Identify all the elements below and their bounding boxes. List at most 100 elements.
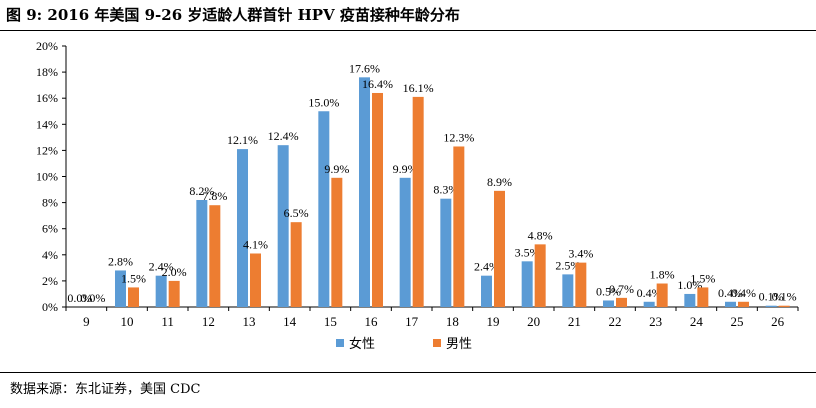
bar-male	[534, 244, 546, 307]
data-label-female: 1.0%	[677, 278, 702, 292]
data-label-female: 17.6%	[349, 61, 380, 75]
bar-female	[115, 270, 126, 307]
y-tick-label: 6%	[42, 222, 58, 236]
bar-male	[656, 283, 668, 307]
x-tick-label: 13	[243, 314, 256, 329]
data-label-female: 2.4%	[149, 260, 174, 274]
x-tick-label: 24	[690, 314, 704, 329]
data-label-male: 0.7%	[609, 282, 634, 296]
data-label-female: 9.9%	[393, 162, 418, 176]
y-tick-label: 12%	[36, 143, 58, 157]
data-label-female: 0.5%	[596, 284, 621, 298]
bar-male	[290, 222, 302, 307]
bar-female	[725, 301, 736, 307]
bar-female	[196, 199, 208, 307]
data-label-female: 12.1%	[227, 133, 258, 147]
bar-male	[168, 280, 180, 307]
x-tick-label: 14	[283, 314, 297, 329]
x-tick-label: 21	[568, 314, 581, 329]
data-label-female: 0.4%	[718, 286, 743, 300]
x-tick-label: 22	[609, 314, 622, 329]
data-label-male: 16.1%	[403, 81, 434, 95]
bar-female	[562, 274, 574, 307]
bar-female	[440, 198, 452, 307]
data-label-female: 12.4%	[268, 129, 299, 143]
legend-label-male: 男性	[446, 336, 472, 351]
bar-female	[684, 293, 696, 307]
data-label-male: 12.3%	[443, 130, 474, 144]
data-label-male: 16.4%	[362, 77, 393, 91]
legend-swatch-male	[433, 339, 441, 347]
x-tick-label: 20	[527, 314, 540, 329]
x-tick-label: 10	[121, 314, 134, 329]
data-label-female: 0.0%	[67, 291, 92, 305]
y-tick-label: 14%	[36, 117, 58, 131]
data-label-male: 2.0%	[162, 265, 187, 279]
bar-female	[359, 77, 370, 307]
data-label-male: 4.8%	[528, 228, 553, 242]
data-label-female: 15.0%	[308, 95, 339, 109]
bar-male	[616, 297, 627, 307]
data-label-male: 1.5%	[121, 271, 146, 285]
data-label-female: 0.1%	[759, 290, 784, 304]
data-label-female: 0.4%	[637, 286, 662, 300]
x-tick-label: 18	[446, 314, 459, 329]
bar-male	[697, 287, 709, 307]
y-tick-label: 2%	[42, 274, 58, 288]
data-label-female: 3.5%	[515, 245, 540, 259]
bar-female	[603, 300, 614, 307]
x-tick-label: 17	[405, 314, 419, 329]
x-tick-label: 16	[365, 314, 379, 329]
data-label-male: 4.1%	[243, 237, 268, 251]
source-divider	[0, 372, 816, 373]
data-label-female: 2.4%	[474, 260, 499, 274]
data-label-male: 1.5%	[690, 271, 715, 285]
data-label-male: 0.4%	[731, 286, 756, 300]
source-note: 数据来源：东北证券，美国 CDC	[10, 382, 201, 397]
bar-chart: 0% 2% 4% 6% 8% 10% 12% 14% 16% 18% 20% 9 0.0%0.0% 10 2…	[36, 39, 799, 351]
bar-female	[277, 145, 289, 307]
title-divider	[0, 30, 816, 31]
data-label-male: 1.8%	[650, 268, 675, 282]
data-label-male: 8.9%	[487, 175, 512, 189]
data-label-male: 7.8%	[202, 189, 227, 203]
figure-title: 图 9: 2016 年美国 9-26 岁适龄人群首针 HPV 疫苗接种年龄分布	[6, 6, 460, 24]
x-tick-label: 15	[324, 314, 337, 329]
y-tick-label: 10%	[36, 170, 58, 184]
data-label-female: 2.8%	[108, 254, 133, 268]
y-tick-label: 0%	[42, 300, 58, 314]
bar-female	[481, 275, 492, 307]
bar-female	[521, 261, 533, 307]
x-tick-label: 26	[771, 314, 785, 329]
bar-male	[575, 262, 587, 307]
y-tick-label: 8%	[42, 196, 58, 210]
bar-female	[643, 301, 655, 307]
bar-male	[372, 92, 383, 307]
bar-male	[412, 96, 424, 308]
data-label-male: 0.0%	[80, 291, 105, 305]
data-label-male: 0.1%	[772, 290, 797, 304]
data-label-male: 3.4%	[568, 247, 593, 261]
x-tick-label: 19	[487, 314, 500, 329]
data-label-male: 6.5%	[284, 206, 309, 220]
data-label-female: 2.5%	[555, 258, 580, 272]
bar-female	[399, 177, 411, 307]
legend-label-female: 女性	[349, 336, 375, 351]
y-tick-label: 20%	[36, 39, 58, 53]
bar-male	[128, 287, 139, 307]
data-label-female: 8.3%	[433, 183, 458, 197]
bar-male	[331, 177, 343, 307]
bar-male	[778, 305, 790, 307]
bar-male	[250, 253, 261, 307]
bar-female	[237, 149, 248, 307]
x-tick-label: 11	[161, 314, 174, 329]
x-tick-label: 25	[731, 314, 744, 329]
bar-female	[765, 305, 777, 307]
data-label-female: 8.2%	[189, 184, 214, 198]
bar-male	[209, 205, 221, 307]
x-tick-label: 23	[649, 314, 662, 329]
y-tick-label: 16%	[36, 91, 58, 105]
bar-female	[155, 275, 167, 307]
x-tick-label: 9	[83, 314, 90, 329]
y-tick-label: 4%	[42, 248, 58, 262]
